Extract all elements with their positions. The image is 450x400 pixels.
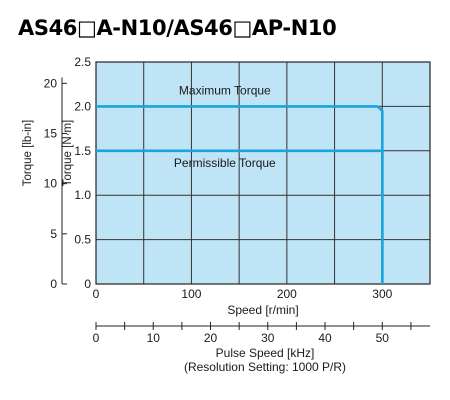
x-tick-label: 100 bbox=[181, 287, 201, 301]
y-tick-label: 0 bbox=[84, 277, 91, 291]
y2-tick-label: 20 bbox=[44, 76, 58, 90]
y-axis-title: Torque [N·m] bbox=[62, 120, 74, 186]
x2-tick-label: 40 bbox=[318, 331, 332, 345]
page-title: AS46□A-N10/AS46□AP-N10 bbox=[18, 16, 337, 40]
x2-tick-label: 30 bbox=[261, 331, 275, 345]
y-tick-label: 2.5 bbox=[74, 55, 91, 69]
x-tick-label: 200 bbox=[277, 287, 297, 301]
series-label: Maximum Torque bbox=[179, 83, 271, 97]
y2-tick-label: 0 bbox=[50, 277, 57, 291]
x-axis-title: Speed [r/min] bbox=[227, 303, 298, 317]
x-tick-label: 300 bbox=[372, 287, 392, 301]
y2-tick-label: 15 bbox=[44, 127, 58, 141]
plot-border bbox=[95, 61, 431, 285]
y-tick-label: 1.5 bbox=[74, 144, 91, 158]
x2-tick-label: 50 bbox=[376, 331, 390, 345]
y2-axis-title: Torque [lb-in] bbox=[22, 120, 34, 186]
x-tick-label: 0 bbox=[93, 287, 100, 301]
series-label: Permissible Torque bbox=[174, 156, 276, 170]
y-tick-label: 1.0 bbox=[74, 188, 91, 202]
y2-tick-label: 5 bbox=[50, 227, 57, 241]
x2-axis-title: Pulse Speed [kHz] bbox=[216, 346, 315, 360]
x2-tick-label: 10 bbox=[147, 331, 161, 345]
x2-axis-note: (Resolution Setting: 1000 P/R) bbox=[184, 360, 346, 374]
plot-area bbox=[96, 62, 430, 284]
x2-tick-label: 20 bbox=[204, 331, 218, 345]
series-line-permissible-torque bbox=[96, 149, 384, 284]
x2-tick-label: 0 bbox=[93, 331, 100, 345]
y-tick-label: 2.0 bbox=[74, 99, 91, 113]
y2-tick-label: 10 bbox=[44, 177, 58, 191]
y-tick-label: 0.5 bbox=[74, 233, 91, 247]
